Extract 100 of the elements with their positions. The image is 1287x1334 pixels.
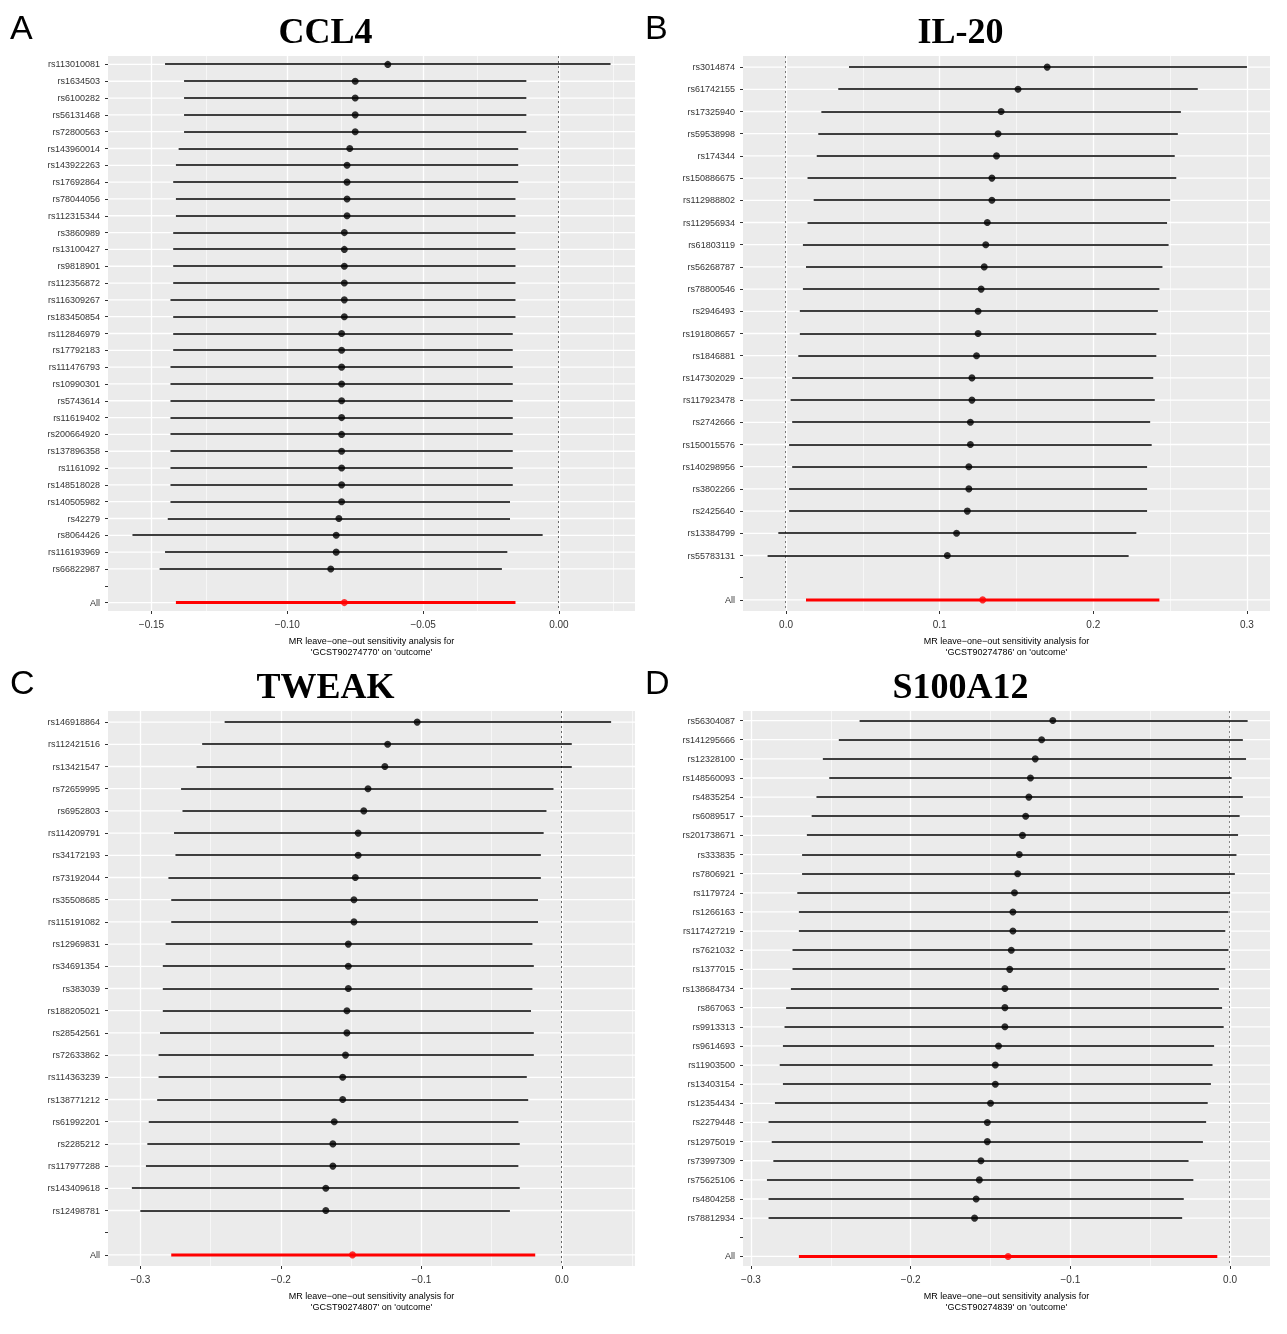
point	[350, 896, 358, 904]
y-tick-label: rs55783131	[687, 550, 735, 561]
point	[351, 94, 359, 102]
y-tick-label: rs4835254	[692, 792, 735, 803]
y-tick-label: rs1377015	[692, 964, 735, 975]
x-tick-label: 0.0	[554, 1273, 570, 1285]
y-tick-label: rs11619402	[53, 412, 100, 423]
text: A	[10, 8, 33, 46]
point	[995, 1042, 1003, 1050]
point	[340, 313, 348, 321]
point	[991, 1080, 999, 1088]
point	[338, 330, 346, 337]
y-tick-label: rs8064426	[57, 530, 100, 541]
y-tick-label: rs13384799	[687, 528, 735, 539]
y-tick-label: rs13421547	[52, 761, 100, 772]
y-tick-label: rs78044056	[52, 193, 100, 204]
x-tick-label: 0.00	[549, 618, 570, 630]
y-tick-label: rs12498781	[52, 1205, 100, 1216]
y-tick-label: rs138771212	[47, 1094, 100, 1105]
point	[338, 380, 346, 388]
point	[1014, 870, 1022, 878]
y-tick-label: rs56268787	[687, 261, 735, 272]
point	[1010, 889, 1018, 897]
y-tick-label: rs2425640	[692, 506, 735, 517]
point	[1015, 851, 1023, 859]
point	[977, 285, 985, 293]
point	[338, 498, 346, 506]
y-tick-label: rs17692864	[52, 177, 100, 188]
point	[1009, 927, 1017, 935]
y-tick-label: rs188205021	[47, 1005, 100, 1016]
point	[329, 1162, 337, 1170]
chart-title: S100A12	[892, 666, 1029, 706]
point	[354, 851, 362, 859]
chart-title: IL-20	[917, 11, 1004, 51]
point	[340, 279, 348, 287]
point	[338, 363, 346, 371]
point	[364, 785, 372, 793]
point	[980, 263, 988, 271]
y-tick-label: rs12975019	[687, 1136, 735, 1147]
point	[973, 352, 981, 360]
x-tick-label: 0.1	[932, 618, 948, 630]
y-tick-label: rs6952803	[57, 805, 100, 816]
point	[381, 763, 389, 770]
y-tick-label: rs117427219	[683, 926, 735, 937]
x-tick-label: −0.05	[410, 618, 437, 630]
y-tick-label: rs112421516	[48, 739, 100, 750]
x-axis-title: MR leave−one−out sensitivity analysis for 'GCST90274839' on 'outcome'	[923, 1290, 1090, 1312]
point	[342, 1051, 349, 1059]
point	[987, 1099, 995, 1107]
y-tick-label: rs12354434	[687, 1098, 735, 1109]
y-tick-label: rs10990301	[52, 378, 100, 389]
y-tick-label: rs17792183	[52, 345, 100, 356]
point	[343, 212, 351, 220]
y-tick-label: rs140505982	[47, 496, 100, 507]
point	[340, 262, 348, 270]
y-tick-label: rs333835	[697, 849, 735, 860]
y-tick-label: rs11903500	[688, 1060, 735, 1071]
y-tick-label: rs61992201	[52, 1116, 100, 1127]
y-tick-label: rs3802266	[692, 483, 735, 494]
point	[1026, 774, 1034, 782]
y-tick-label: rs61742155	[687, 84, 735, 95]
y-tick-label: rs3014874	[692, 62, 735, 73]
y-tick-label: rs183450854	[47, 311, 100, 322]
point	[1014, 85, 1022, 93]
point	[1022, 812, 1030, 820]
point	[971, 1214, 979, 1222]
y-tick-label: All	[724, 594, 735, 605]
y-tick-label: rs12328100	[687, 753, 735, 764]
x-tick-label: −0.2	[270, 1273, 292, 1285]
x-tick-label: −0.3	[130, 1273, 151, 1285]
y-tick-label: rs78800546	[687, 284, 735, 295]
point	[983, 219, 991, 226]
y-tick-label: rs13100427	[52, 244, 100, 255]
point	[1001, 1004, 1009, 1012]
point	[977, 1157, 985, 1165]
y-tick-label: rs72633862	[52, 1050, 100, 1061]
x-tick-label: −0.10	[274, 618, 301, 630]
y-tick-label: rs59538998	[687, 128, 735, 139]
y-tick-label: rs2279448	[692, 1117, 735, 1128]
point	[974, 307, 982, 315]
y-tick-label: rs143922263	[47, 160, 100, 171]
point	[351, 77, 359, 85]
point	[346, 145, 354, 152]
point	[1001, 985, 1009, 992]
x-tick-label: 0.0	[1223, 1273, 1238, 1285]
point	[988, 196, 996, 204]
y-tick-label: rs13403154	[687, 1079, 735, 1090]
x-tick-label: −0.15	[138, 618, 165, 630]
point	[966, 441, 974, 448]
x-axis-title: MR leave−one−out sensitivity analysis for 'GCST90274807' on 'outcome'	[288, 1290, 455, 1312]
point	[975, 1176, 983, 1184]
y-tick-label: rs148560093	[682, 772, 735, 783]
y-tick-label: rs191808657	[682, 328, 735, 339]
point	[338, 414, 346, 422]
y-tick-label: rs113010081	[48, 59, 100, 70]
point	[953, 529, 961, 537]
y-tick-label: rs147302029	[682, 372, 735, 383]
point	[943, 552, 951, 559]
y-tick-label: rs1634503	[57, 76, 100, 87]
y-tick-label: rs9818901	[57, 261, 100, 272]
